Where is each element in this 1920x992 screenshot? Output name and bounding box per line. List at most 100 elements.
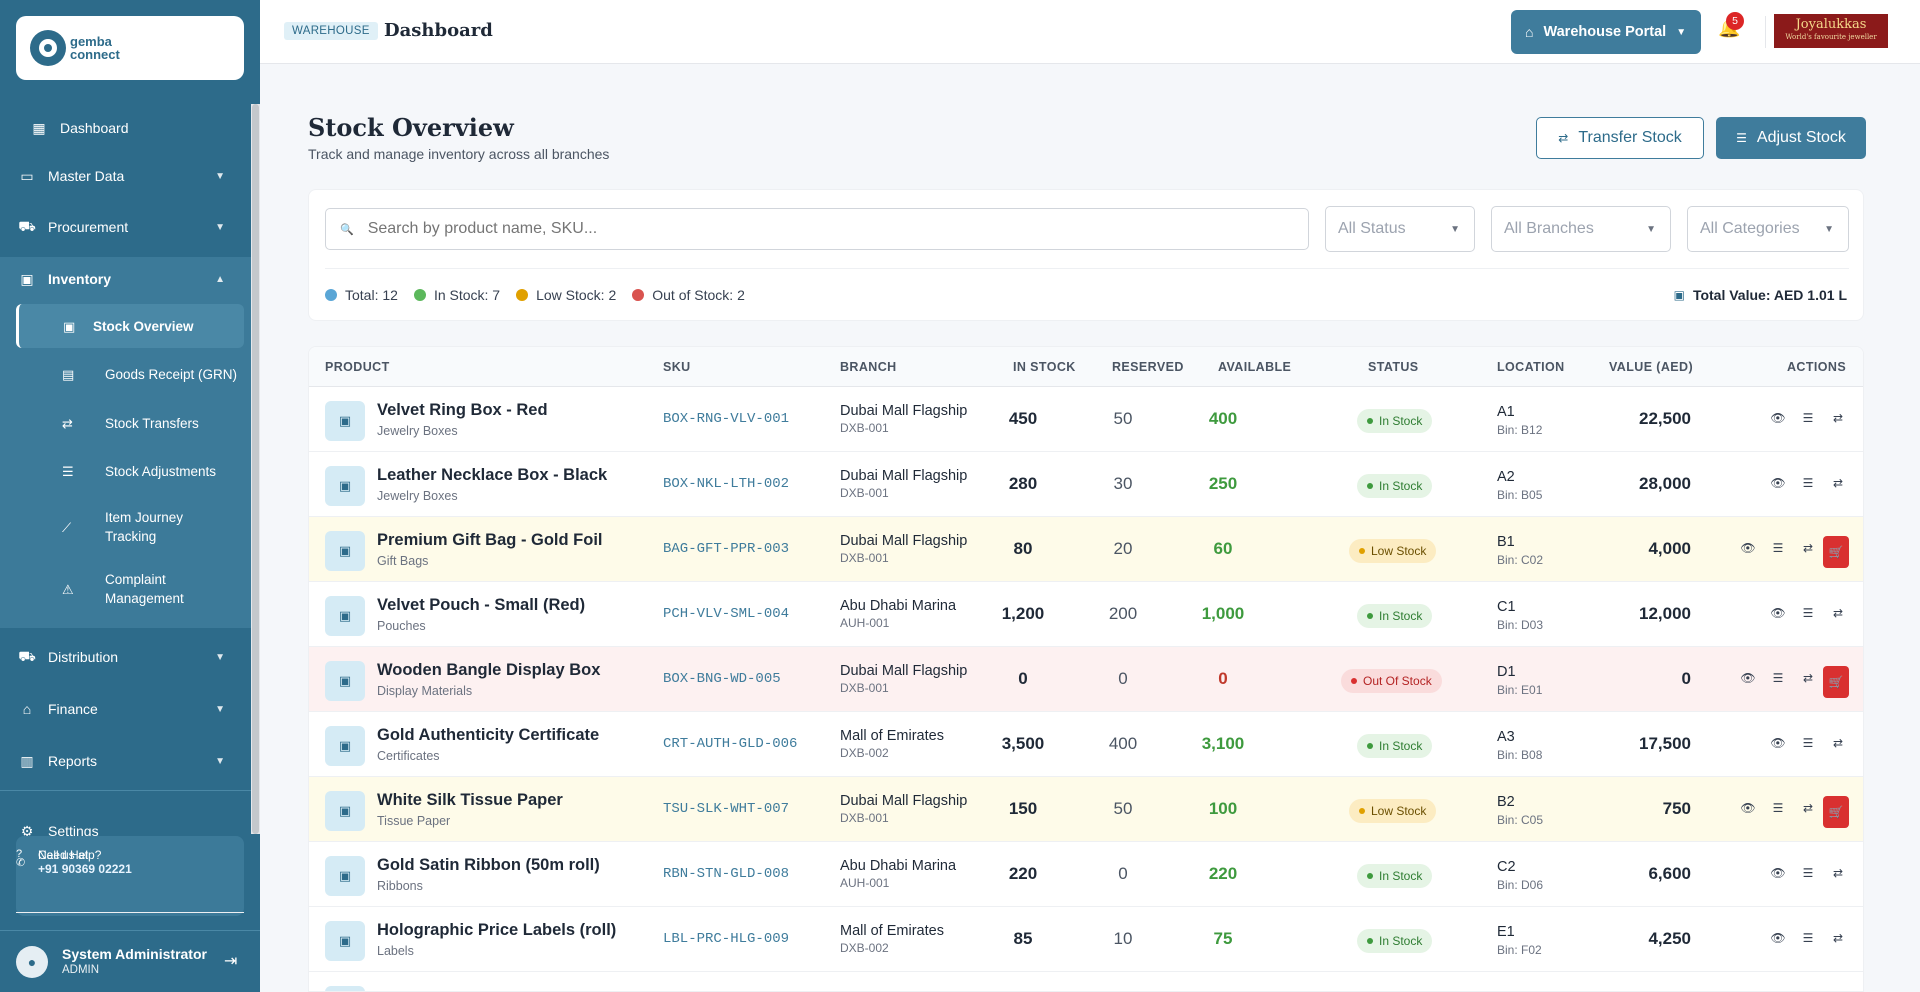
view-eye-icon[interactable]: 👁: [1740, 671, 1756, 685]
table-row[interactable]: ▣🛒: [309, 972, 1863, 991]
col-in-stock[interactable]: IN STOCK: [1013, 360, 1076, 374]
col-location[interactable]: LOCATION: [1497, 360, 1565, 374]
product-name[interactable]: Gold Satin Ribbon (50m roll): [377, 856, 600, 874]
product-name[interactable]: Premium Gift Bag - Gold Foil: [377, 531, 603, 549]
product-name[interactable]: Velvet Pouch - Small (Red): [377, 596, 586, 614]
view-eye-icon[interactable]: 👁: [1770, 931, 1786, 945]
adjust-sliders-icon[interactable]: ☰: [1802, 476, 1814, 490]
sidebar-scrollbar-thumb[interactable]: [252, 104, 259, 834]
product-name[interactable]: Wooden Bangle Display Box: [377, 661, 601, 679]
adjust-stock-button[interactable]: ☰ Adjust Stock: [1716, 117, 1866, 159]
status-filter-select[interactable]: All Status ▼: [1325, 206, 1475, 252]
user-role: ADMIN: [62, 963, 100, 976]
available-qty: 220: [1208, 864, 1238, 883]
adjust-sliders-icon[interactable]: ☰: [1802, 411, 1814, 425]
view-eye-icon[interactable]: 👁: [1770, 736, 1786, 750]
view-eye-icon[interactable]: 👁: [1770, 411, 1786, 425]
transfer-arrows-icon[interactable]: ⇄: [1832, 411, 1844, 425]
status-label: In Stock: [1379, 934, 1423, 948]
sidebar-item-settings[interactable]: ⚙ Settings: [0, 809, 251, 853]
transfer-arrows-icon[interactable]: ⇄: [1802, 801, 1814, 815]
product-name[interactable]: Gold Authenticity Certificate: [377, 726, 600, 744]
transfer-arrows-icon[interactable]: ⇄: [1832, 736, 1844, 750]
view-eye-icon[interactable]: 👁: [1770, 606, 1786, 620]
adjust-sliders-icon[interactable]: ☰: [1772, 801, 1784, 815]
col-reserved[interactable]: RESERVED: [1112, 360, 1184, 374]
table-row[interactable]: ▣ Premium Gift Bag - Gold Foil Gift Bags BA…: [309, 517, 1863, 582]
portal-switcher-button[interactable]: ⌂ Warehouse Portal ▼: [1511, 10, 1701, 54]
transfer-arrows-icon[interactable]: ⇄: [1832, 866, 1844, 880]
product-name[interactable]: Holographic Price Labels (roll): [377, 921, 617, 939]
adjust-sliders-icon[interactable]: ☰: [1772, 671, 1784, 685]
sidebar-item-stock-transfers[interactable]: ⇄ Stock Transfers: [16, 402, 244, 444]
col-status[interactable]: STATUS: [1368, 360, 1419, 374]
sidebar-scrollbar[interactable]: [251, 104, 260, 834]
view-eye-icon[interactable]: 👁: [1740, 541, 1756, 555]
table-row[interactable]: ▣ Wooden Bangle Display Box Display Materi…: [309, 647, 1863, 712]
transfer-arrows-icon[interactable]: ⇄: [1832, 476, 1844, 490]
sidebar-item-distribution[interactable]: ⛟ Distribution ▼: [0, 635, 251, 679]
logout-icon[interactable]: ⇥: [224, 953, 238, 970]
product-name[interactable]: White Silk Tissue Paper: [377, 791, 563, 809]
reorder-cart-button[interactable]: 🛒: [1823, 666, 1849, 698]
topbar-title: Dashboard: [384, 20, 493, 41]
table-row[interactable]: ▣ White Silk Tissue Paper Tissue Paper TSU-…: [309, 777, 1863, 842]
brand-logo: Joyalukkas World's favourite jeweller: [1774, 14, 1888, 48]
search-box[interactable]: 🔍: [325, 208, 1309, 250]
adjust-sliders-icon[interactable]: ☰: [1772, 541, 1784, 555]
sidebar-item-master-data[interactable]: ▭ Master Data ▼: [0, 154, 251, 198]
reserved-qty: 20: [1113, 539, 1133, 558]
table-row[interactable]: ▣ Gold Authenticity Certificate Certificat…: [309, 712, 1863, 777]
user-profile[interactable]: ● System Administrator ADMIN ⇥: [0, 930, 260, 992]
product-name[interactable]: Velvet Ring Box - Red: [377, 401, 548, 419]
sidebar-item-reports[interactable]: ▥ Reports ▼: [0, 739, 251, 783]
product-category: Display Materials: [377, 684, 473, 698]
table-row[interactable]: ▣ Velvet Pouch - Small (Red) Pouches PCH-VL…: [309, 582, 1863, 647]
sidebar-item-stock-adjustments[interactable]: ☰ Stock Adjustments: [16, 450, 244, 492]
table-row[interactable]: ▣ Gold Satin Ribbon (50m roll) Ribbons RBN-…: [309, 842, 1863, 907]
sidebar-item-grn[interactable]: ▤ Goods Receipt (GRN): [16, 353, 244, 395]
category-filter-select[interactable]: All Categories ▼: [1687, 206, 1849, 252]
table-row[interactable]: ▣ Leather Necklace Box - Black Jewelry Box…: [309, 452, 1863, 517]
transfer-arrows-icon[interactable]: ⇄: [1832, 606, 1844, 620]
transfer-arrows-icon[interactable]: ⇄: [1802, 541, 1814, 555]
inventory-box-icon: ▣: [20, 270, 34, 287]
sidebar-item-procurement[interactable]: ⛟ Procurement ▼: [0, 205, 251, 249]
sidebar-item-inventory[interactable]: ▣ Inventory ▲: [0, 257, 251, 301]
col-value[interactable]: VALUE (AED): [1609, 360, 1694, 374]
in-stock-qty: 150: [1008, 799, 1038, 818]
view-eye-icon[interactable]: 👁: [1740, 801, 1756, 815]
col-product[interactable]: PRODUCT: [325, 360, 390, 374]
adjust-sliders-icon[interactable]: ☰: [1802, 736, 1814, 750]
location-code: B2: [1497, 794, 1515, 810]
adjust-sliders-icon[interactable]: ☰: [1802, 931, 1814, 945]
view-eye-icon[interactable]: 👁: [1770, 866, 1786, 880]
sidebar-item-stock-overview[interactable]: ▣ Stock Overview: [16, 304, 244, 348]
product-name[interactable]: Leather Necklace Box - Black: [377, 466, 608, 484]
reorder-cart-button[interactable]: 🛒: [1823, 796, 1849, 828]
stock-value: 4,250: [1648, 929, 1691, 948]
app-logo[interactable]: gemba connect: [16, 16, 244, 80]
sidebar-item-finance[interactable]: ⌂ Finance ▼: [0, 687, 251, 731]
table-row[interactable]: ▣ Holographic Price Labels (roll) Labels LB…: [309, 907, 1863, 972]
reorder-cart-button[interactable]: 🛒: [1823, 536, 1849, 568]
col-available[interactable]: AVAILABLE: [1218, 360, 1292, 374]
view-eye-icon[interactable]: 👁: [1770, 476, 1786, 490]
help-phone-link[interactable]: +91 90369 02221: [38, 862, 132, 876]
transfer-arrows-icon[interactable]: ⇄: [1802, 671, 1814, 685]
col-sku[interactable]: SKU: [663, 360, 691, 374]
stock-value: 28,000: [1639, 474, 1691, 493]
location-code: A1: [1497, 404, 1515, 420]
branch-filter-select[interactable]: All Branches ▼: [1491, 206, 1671, 252]
col-branch[interactable]: BRANCH: [840, 360, 897, 374]
sidebar-item-dashboard[interactable]: ▦ Dashboard: [12, 106, 263, 150]
table-row[interactable]: ▣ Velvet Ring Box - Red Jewelry Boxes BOX-R…: [309, 387, 1863, 452]
adjust-sliders-icon[interactable]: ☰: [1802, 866, 1814, 880]
sidebar-item-item-journey[interactable]: ⟋ Item Journey Tracking: [16, 506, 244, 548]
sidebar-item-label: Finance: [48, 701, 98, 717]
transfer-arrows-icon[interactable]: ⇄: [1832, 931, 1844, 945]
adjust-sliders-icon[interactable]: ☰: [1802, 606, 1814, 620]
search-input[interactable]: [367, 220, 1268, 238]
transfer-stock-button[interactable]: ⇄ Transfer Stock: [1536, 117, 1704, 159]
sidebar-item-complaint-management[interactable]: ⚠ Complaint Management: [16, 568, 244, 610]
